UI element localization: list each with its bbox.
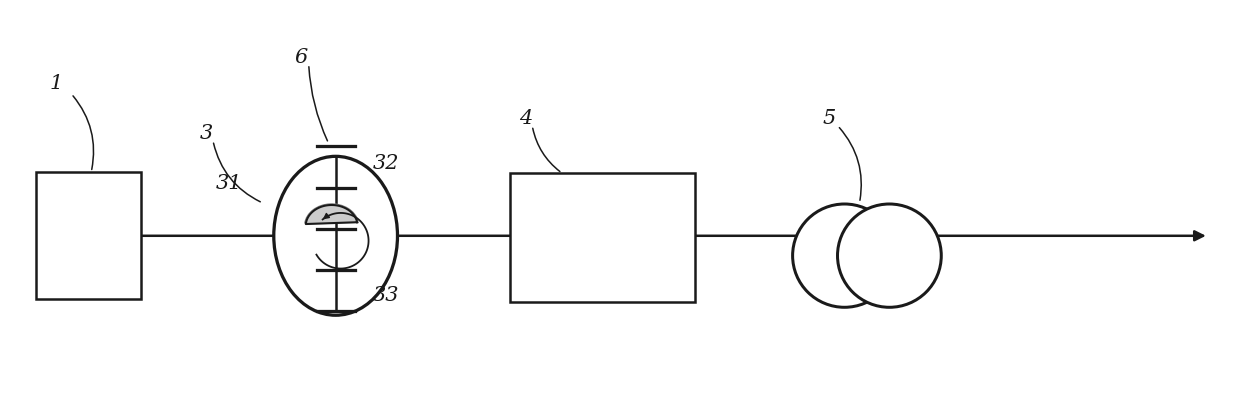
Text: 33: 33 — [372, 286, 399, 305]
Circle shape — [838, 204, 942, 307]
Text: 3: 3 — [199, 124, 213, 143]
Text: 1: 1 — [50, 74, 63, 93]
Text: 32: 32 — [372, 154, 399, 173]
Text: 4: 4 — [519, 109, 532, 128]
Text: 31: 31 — [216, 174, 242, 193]
Bar — [510, 173, 695, 302]
Text: 6: 6 — [294, 47, 307, 67]
Ellipse shape — [274, 156, 398, 315]
Polygon shape — [306, 205, 357, 224]
Circle shape — [793, 204, 896, 307]
Text: 5: 5 — [823, 109, 836, 128]
Bar — [36, 172, 141, 299]
